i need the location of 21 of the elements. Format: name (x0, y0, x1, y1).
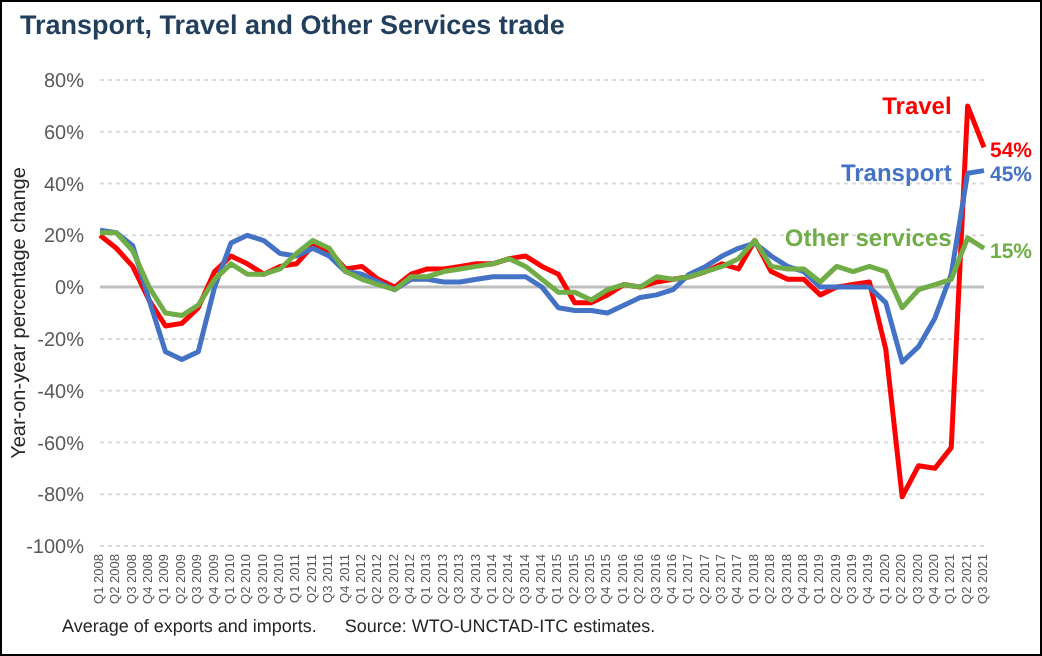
y-tick-label: 80% (43, 71, 85, 94)
y-tick-label: 20% (43, 226, 85, 249)
series-label: Transport (840, 159, 952, 188)
source-note: Source: WTO-UNCTAD-ITC estimates. (344, 616, 656, 636)
chart-title: Transport, Travel and Other Services trade (20, 10, 565, 40)
y-tick-label: -100% (26, 537, 85, 560)
y-tick-label: 40% (43, 174, 85, 197)
y-tick-label: 0% (55, 278, 85, 301)
series-label: Other services (784, 223, 953, 252)
data-label: 15% (990, 240, 1034, 265)
y-tick-label: -80% (37, 485, 85, 508)
y-tick-label: -40% (37, 381, 85, 404)
series-label: Travel (882, 91, 952, 120)
y-tick-label: -60% (37, 433, 85, 456)
line-series (97, 230, 987, 319)
data-label: 45% (990, 162, 1034, 187)
text: Average of exports and imports. (62, 616, 317, 636)
y-axis-title: Year-on-year percentage change (9, 166, 32, 459)
y-tick-label: -20% (37, 329, 85, 352)
y-tick-label: 60% (43, 122, 85, 145)
data-label: 54% (990, 139, 1034, 164)
